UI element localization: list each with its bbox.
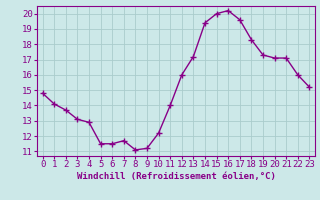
X-axis label: Windchill (Refroidissement éolien,°C): Windchill (Refroidissement éolien,°C) [76, 172, 276, 181]
